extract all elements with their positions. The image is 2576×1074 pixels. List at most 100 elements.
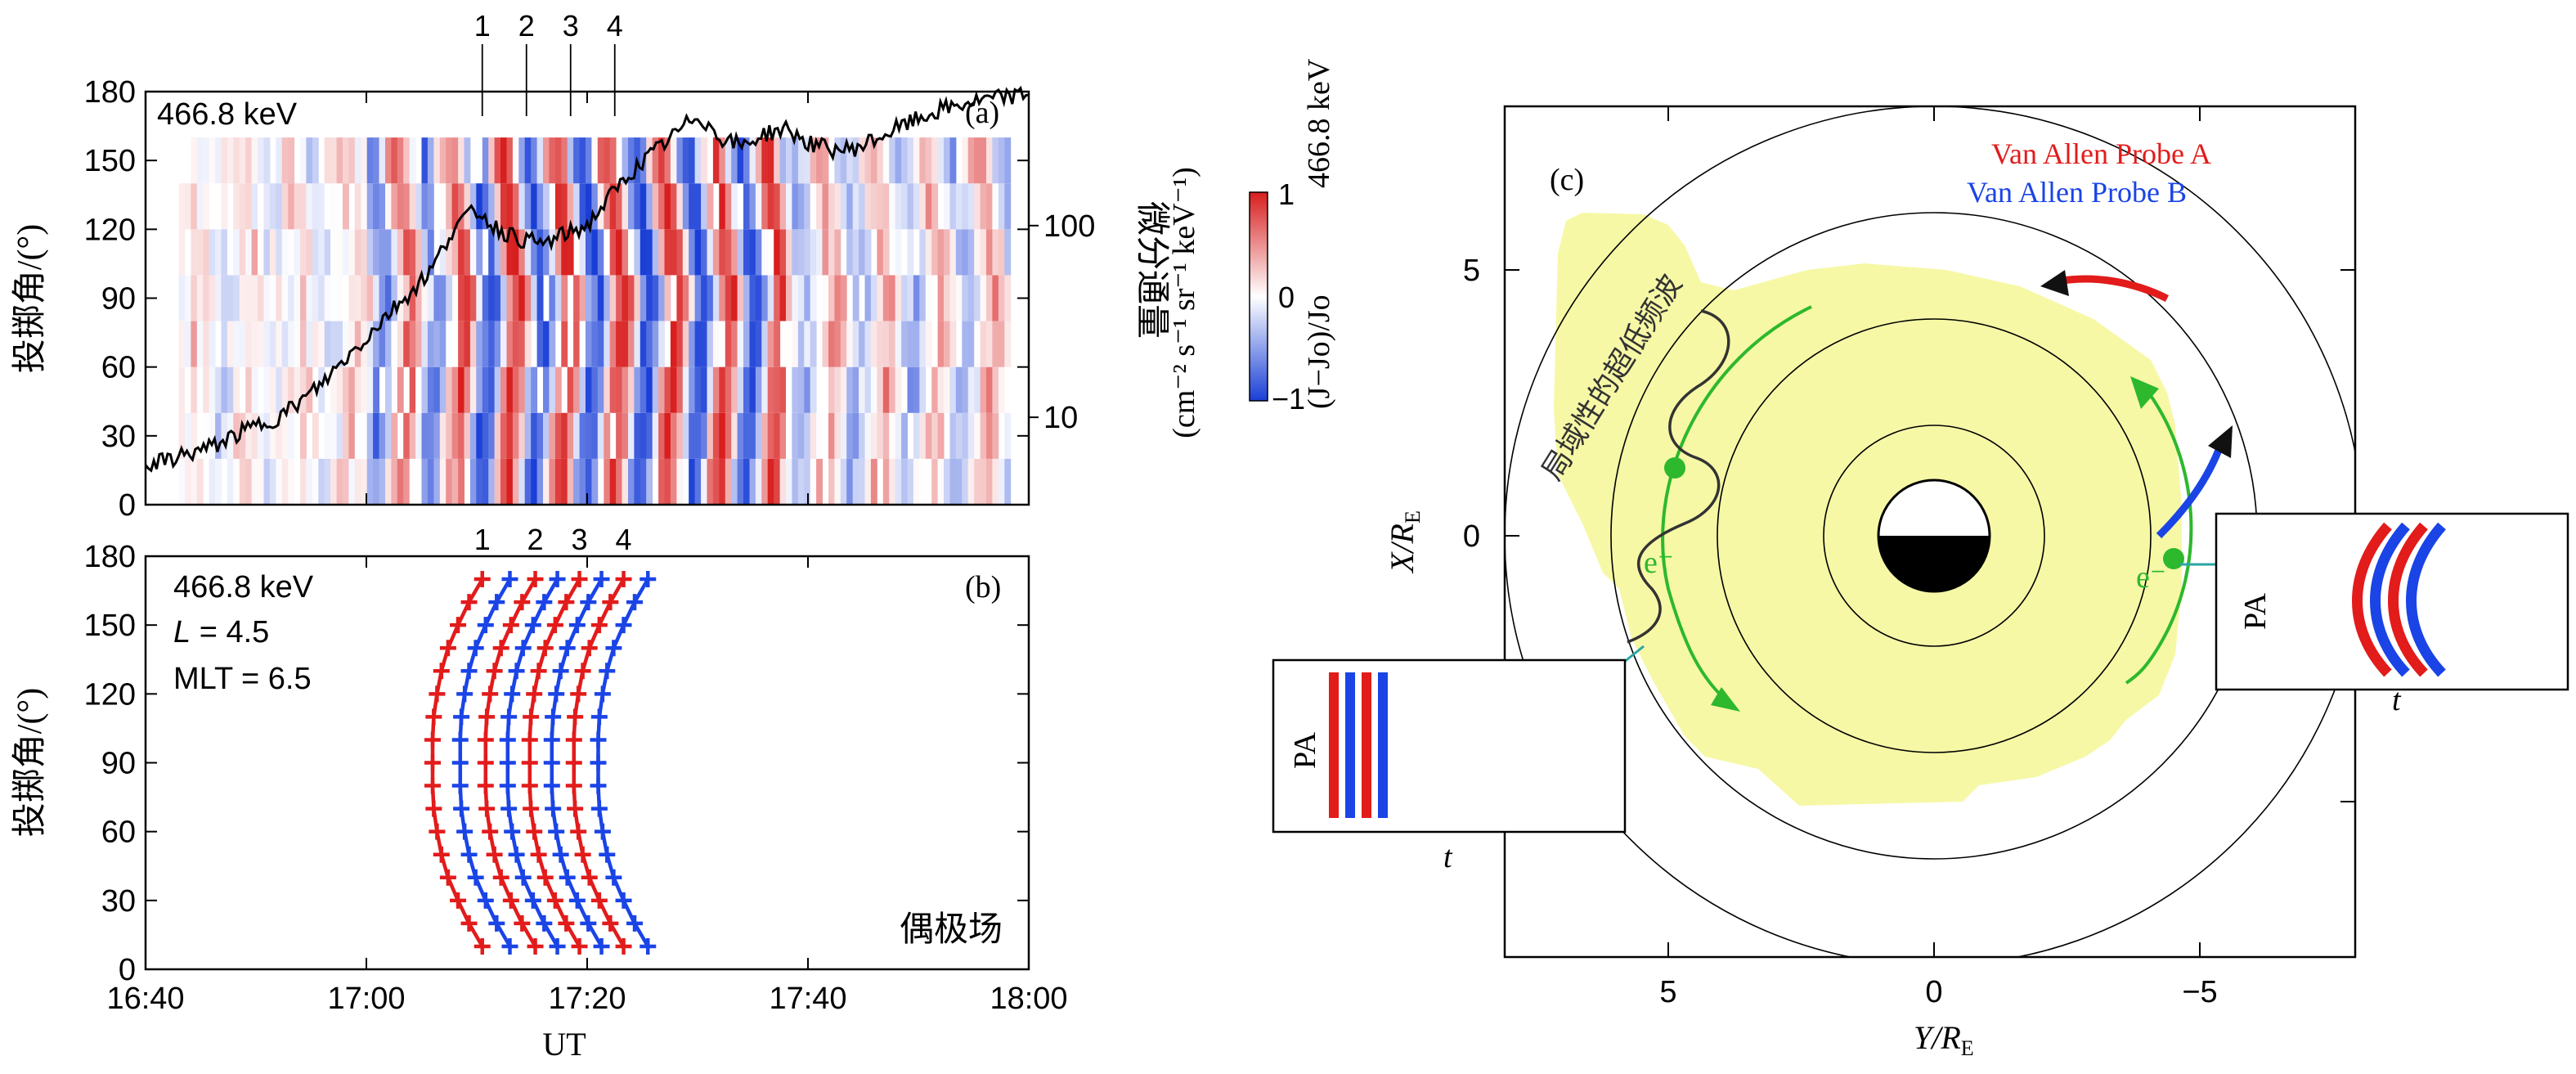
heatmap-cell	[937, 275, 945, 321]
heatmap-cell	[433, 275, 441, 321]
heatmap-cell	[755, 458, 762, 505]
curve-marker	[590, 892, 608, 909]
heatmap-cell	[689, 458, 696, 505]
heatmap-cell	[694, 366, 702, 413]
heatmap-cell	[749, 183, 756, 230]
curve-marker	[602, 914, 619, 932]
curve-marker	[548, 685, 565, 703]
heatmap-cell	[913, 412, 920, 459]
heatmap-cell	[622, 275, 629, 321]
heatmap-cell	[330, 321, 337, 367]
heatmap-cell	[251, 366, 258, 413]
heatmap-cell	[251, 275, 258, 321]
curve-marker	[526, 685, 543, 703]
heatmap-cell	[931, 229, 939, 276]
heatmap-cell	[446, 366, 453, 413]
heatmap-cell	[712, 366, 720, 413]
heatmap-cell	[822, 229, 829, 276]
heatmap-cell	[379, 183, 386, 230]
heatmap-cell	[354, 183, 361, 230]
heatmap-cell	[233, 366, 240, 413]
heatmap-cell	[524, 275, 532, 321]
heatmap-cell	[992, 458, 999, 505]
heatmap-cell	[512, 366, 519, 413]
heatmap-cell	[889, 137, 896, 184]
heatmap-cell	[901, 458, 908, 505]
heatmap-cell	[464, 229, 471, 276]
curve-marker	[477, 731, 494, 748]
heatmap-cell	[312, 275, 319, 321]
heatmap-cell	[919, 366, 927, 413]
heatmap-cell	[258, 183, 264, 230]
heatmap-cell	[263, 229, 271, 276]
heatmap-cell	[543, 321, 550, 367]
heatmap-cell	[506, 183, 514, 230]
curve-marker	[433, 846, 450, 863]
curve-marker	[500, 800, 518, 817]
ytick-label: 0	[119, 488, 136, 523]
curve-marker	[433, 663, 450, 680]
heatmap-cell	[864, 321, 872, 367]
heatmap-cell	[276, 412, 283, 459]
heatmap-cell	[549, 412, 556, 459]
heatmap-cell	[816, 229, 823, 276]
heatmap-cell	[974, 366, 981, 413]
heatmap-cell	[239, 321, 246, 367]
curve-marker	[574, 663, 591, 680]
heatmap-cell	[549, 321, 556, 367]
heatmap-cell	[409, 137, 416, 184]
heatmap-cell	[409, 275, 416, 321]
heatmap-cell	[427, 321, 434, 367]
heatmap-cell	[804, 458, 811, 505]
heatmap-cell	[877, 275, 884, 321]
heatmap-cell	[676, 321, 684, 367]
heatmap-cell	[421, 321, 429, 367]
heatmap-cell	[512, 229, 519, 276]
heatmap-cell	[373, 321, 379, 367]
curve-marker	[523, 708, 540, 726]
curve-marker	[450, 617, 467, 634]
curve-marker	[558, 914, 575, 932]
heatmap-cell	[488, 458, 496, 505]
marker-label: 2	[527, 523, 544, 556]
heatmap-cell	[531, 458, 538, 505]
heatmap-cell	[500, 275, 507, 321]
heatmap-cell	[870, 458, 877, 505]
heatmap-cell	[895, 275, 902, 321]
heatmap-cell	[628, 321, 635, 367]
heatmap-cell	[500, 412, 507, 459]
heatmap-cell	[373, 137, 379, 184]
heatmap-cell	[852, 412, 859, 459]
heatmap-cell	[822, 183, 829, 230]
heatmap-cell	[245, 458, 253, 505]
heatmap-cell	[324, 229, 331, 276]
heatmap-cell	[676, 366, 684, 413]
heatmap-cell	[676, 275, 684, 321]
heatmap-cell	[931, 137, 939, 184]
heatmap-cell	[439, 321, 447, 367]
heatmap-cell	[597, 137, 604, 184]
heatmap-cell	[178, 229, 186, 276]
heatmap-cell	[276, 275, 283, 321]
heatmap-cell	[992, 366, 999, 413]
heatmap-cell	[701, 412, 707, 459]
heatmap-cell	[616, 412, 622, 459]
heatmap-cell	[403, 229, 411, 276]
heatmap-cell	[373, 412, 379, 459]
heatmap-cell	[500, 137, 507, 184]
heatmap-cell	[239, 183, 246, 230]
heatmap-cell	[804, 321, 811, 367]
heatmap-cell	[986, 458, 993, 505]
heatmap-cell	[907, 458, 914, 505]
heatmap-cell	[992, 275, 999, 321]
heatmap-cell	[913, 366, 920, 413]
curve-marker	[492, 869, 509, 886]
heatmap-cell	[288, 275, 295, 321]
heatmap-cell	[931, 366, 939, 413]
heatmap-cell	[458, 229, 464, 276]
inset-left-stripe	[1362, 672, 1371, 818]
electron-label-left: e⁻	[1644, 546, 1674, 580]
heatmap-cell	[919, 183, 927, 230]
curve-marker	[530, 846, 547, 863]
curve-marker	[424, 731, 441, 748]
